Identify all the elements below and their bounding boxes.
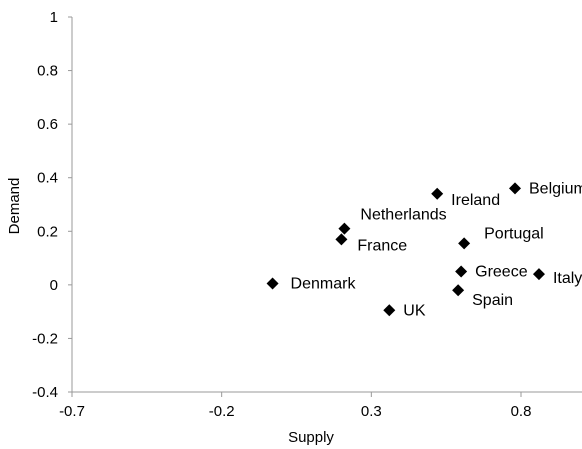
y-tick-label: -0.2 [32, 330, 58, 347]
axes [71, 17, 582, 393]
y-tick-label: 0.6 [37, 116, 58, 133]
point-greece [455, 265, 468, 278]
point-spain [452, 284, 465, 297]
point-label-netherlands: Netherlands [360, 207, 446, 224]
point-label-ireland: Ireland [451, 192, 500, 209]
x-tick-labels: -0.7 -0.2 0.3 0.8 [59, 392, 531, 420]
point-label-denmark: Denmark [291, 276, 357, 293]
point-italy [532, 268, 545, 281]
y-axis-title: Demand [6, 178, 23, 235]
point-label-france: France [357, 237, 407, 254]
y-tick-label: 0.2 [37, 223, 58, 240]
y-tick-label: 1 [50, 9, 58, 26]
x-tick-label: -0.2 [209, 403, 235, 420]
y-tick-label: -0.4 [32, 384, 58, 401]
point-labels: Belgium Ireland Netherlands France Portugal D… [291, 180, 582, 319]
point-portugal [458, 237, 471, 250]
x-tick-label: 0.8 [511, 403, 532, 420]
point-netherlands [338, 222, 351, 235]
y-tick-label: 0.8 [37, 63, 58, 80]
x-tick-label: 0.3 [361, 403, 382, 420]
point-label-uk: UK [403, 302, 426, 319]
point-denmark [266, 277, 279, 290]
point-label-portugal: Portugal [484, 225, 544, 242]
point-label-spain: Spain [472, 292, 513, 309]
point-uk [383, 304, 396, 317]
data-points [266, 182, 545, 317]
point-label-belgium: Belgium [529, 180, 582, 197]
point-belgium [509, 182, 522, 195]
y-tick-labels: -0.4 -0.2 0 0.2 0.4 0.6 0.8 1 [32, 9, 72, 401]
x-tick-label: -0.7 [59, 403, 85, 420]
y-tick-label: 0.4 [37, 170, 58, 187]
point-label-italy: Italy [553, 270, 582, 287]
point-france [335, 233, 348, 246]
y-tick-label: 0 [50, 277, 58, 294]
point-ireland [431, 187, 444, 200]
point-label-greece: Greece [475, 263, 528, 280]
x-axis-title: Supply [288, 429, 334, 446]
